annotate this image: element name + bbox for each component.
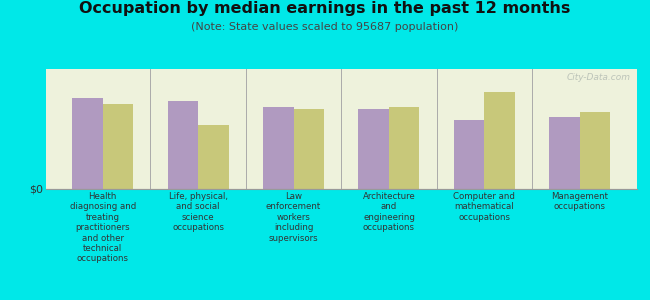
Bar xyxy=(168,101,198,189)
Bar xyxy=(454,120,484,189)
Text: Management
occupations: Management occupations xyxy=(551,192,608,212)
Text: Occupation by median earnings in the past 12 months: Occupation by median earnings in the pas… xyxy=(79,2,571,16)
Bar xyxy=(580,112,610,189)
Text: Law
enforcement
workers
including
supervisors: Law enforcement workers including superv… xyxy=(266,192,321,243)
Bar xyxy=(72,98,103,189)
Bar xyxy=(549,117,580,189)
Text: Computer and
mathematical
occupations: Computer and mathematical occupations xyxy=(454,192,515,222)
Bar xyxy=(294,109,324,189)
Text: Life, physical,
and social
science
occupations: Life, physical, and social science occup… xyxy=(168,192,227,232)
Bar xyxy=(358,109,389,189)
Bar xyxy=(198,125,229,189)
Bar xyxy=(389,107,419,189)
Text: City-Data.com: City-Data.com xyxy=(567,73,631,82)
Bar xyxy=(263,107,294,189)
Text: Health
diagnosing and
treating
practitioners
and other
technical
occupations: Health diagnosing and treating practitio… xyxy=(70,192,136,263)
Text: Architecture
and
engineering
occupations: Architecture and engineering occupations xyxy=(363,192,415,232)
Bar xyxy=(103,104,133,189)
Text: (Note: State values scaled to 95687 population): (Note: State values scaled to 95687 popu… xyxy=(191,22,459,32)
Bar xyxy=(484,92,515,189)
